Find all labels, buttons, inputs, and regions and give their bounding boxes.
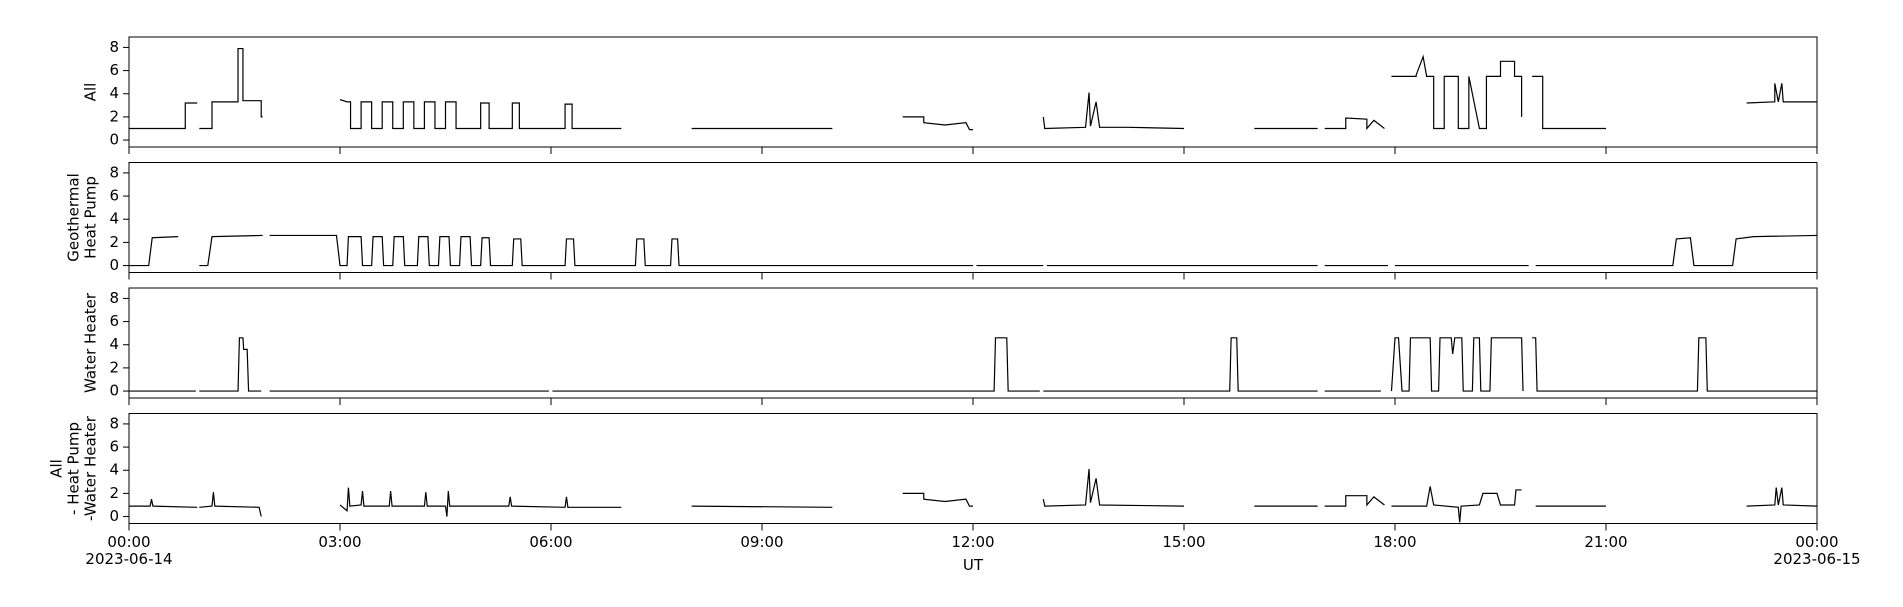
x-tick-label: 18:00 xyxy=(1373,533,1416,551)
data-line xyxy=(129,234,1818,267)
y-tick-label: 0 xyxy=(109,256,119,274)
x-tick-date: 2023-06-14 xyxy=(85,550,172,568)
y-tick-label: 4 xyxy=(109,335,119,353)
y-tick-label: 6 xyxy=(109,438,119,456)
y-tick-label: 4 xyxy=(109,461,119,479)
x-tick-label: 06:00 xyxy=(529,533,572,551)
y-tick-label: 2 xyxy=(109,484,119,502)
y-tick-label: 2 xyxy=(109,107,119,125)
y-tick-label: 0 xyxy=(109,507,119,525)
y-tick-label: 4 xyxy=(109,210,119,228)
y-axis-label: All xyxy=(48,459,66,478)
x-tick-label: 12:00 xyxy=(951,533,994,551)
x-tick-date: 2023-06-15 xyxy=(1773,550,1860,568)
y-axis-label: Geothermal xyxy=(65,173,83,262)
y-tick-label: 8 xyxy=(109,414,119,432)
data-line xyxy=(129,337,1817,392)
x-tick-label: 21:00 xyxy=(1584,533,1627,551)
y-tick-label: 4 xyxy=(109,84,119,102)
panel-frame xyxy=(128,162,1818,273)
y-axis-label: Heat Pump xyxy=(82,176,100,259)
y-tick-label: 0 xyxy=(109,382,119,400)
x-tick-label: 03:00 xyxy=(318,533,361,551)
y-tick-label: 8 xyxy=(109,163,119,181)
y-tick-label: 8 xyxy=(109,289,119,307)
y-axis-label: -Water Heater xyxy=(82,415,100,521)
x-tick-label: 09:00 xyxy=(740,533,783,551)
x-tick-label: 00:00 xyxy=(1795,533,1838,551)
y-tick-label: 6 xyxy=(109,312,119,330)
y-tick-label: 2 xyxy=(109,358,119,376)
y-tick-label: 0 xyxy=(109,131,119,149)
y-tick-label: 8 xyxy=(109,38,119,56)
panel-frame xyxy=(128,287,1818,399)
x-axis-label: UT xyxy=(963,556,984,574)
y-tick-label: 6 xyxy=(109,61,119,79)
data-line xyxy=(129,469,1818,523)
y-axis-label: All xyxy=(82,83,100,102)
x-tick-label: 15:00 xyxy=(1162,533,1205,551)
y-tick-label: 6 xyxy=(109,187,119,205)
y-axis-label: Water Heater xyxy=(82,292,100,393)
data-line xyxy=(129,47,1817,131)
x-tick-label: 00:00 xyxy=(107,533,150,551)
panel-frame xyxy=(128,36,1818,148)
y-axis-label: - Heat Pump xyxy=(65,422,83,515)
panel-frame xyxy=(128,413,1818,524)
y-tick-label: 2 xyxy=(109,233,119,251)
